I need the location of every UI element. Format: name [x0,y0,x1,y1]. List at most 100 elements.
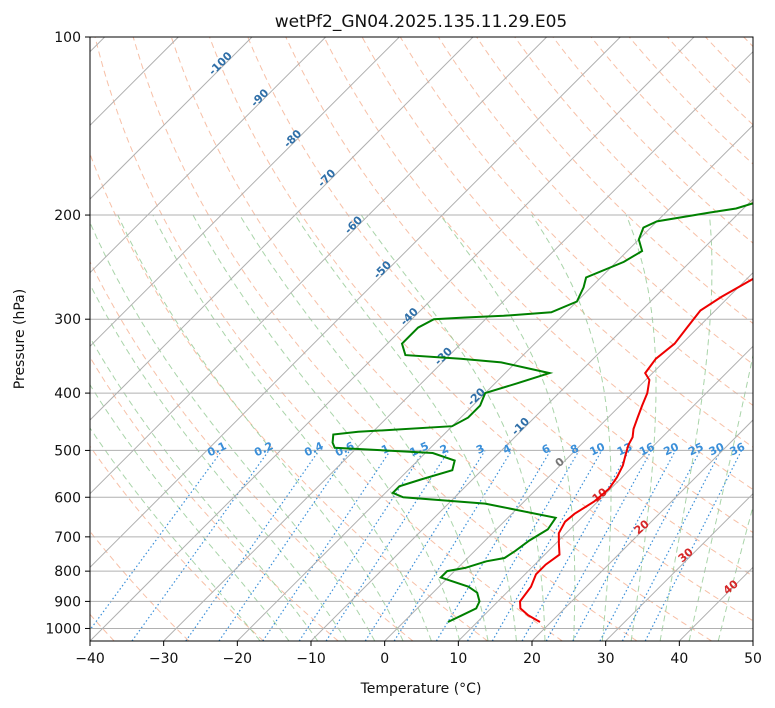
x-tick-label: −20 [223,651,253,667]
y-tick-label: 1000 [45,621,81,637]
dry-adiabat-line [743,37,753,48]
isotherm-line [752,640,753,641]
y-tick-label: 500 [54,443,81,459]
isotherm-labels: -100-90-80-70-60-50-40-30-20-10 [206,49,532,438]
y-tick-label: 900 [54,594,81,610]
temperature-line [518,277,753,623]
x-axis: −40 −30 −20 −10 0 10 20 30 40 50 [75,641,762,667]
x-tick-label: 30 [597,651,615,667]
moist-adiabat-line [152,214,432,641]
isotherm-label: -70 [315,166,338,189]
moist-adiabat-line [659,214,713,641]
mixing-ratio-labels: 0.1 0.2 0.4 0.6 1 1.5 2 3 4 6 8 10 13 16 20 25 30 36 [205,439,747,459]
moist-adiabat-line [439,214,576,641]
mixing-ratio-label: 16 [637,440,657,458]
mixing-ratio-label: 30 [707,440,727,458]
dry-adiabat-line [90,445,264,641]
dry-adiabat-line [170,37,712,641]
moist-adiabat-label: 40 [721,577,741,597]
dry-adiabat-line [437,37,753,365]
mixing-ratio-label: 6 [540,442,553,457]
isotherm-line [310,198,753,641]
mixing-ratio-line [393,450,513,641]
dry-adiabat-line [94,37,563,641]
moist-adiabat-label: 30 [676,545,696,565]
isotherm-label: -90 [248,86,271,109]
isotherm-label: -100 [206,49,235,78]
x-tick-label: −10 [296,651,326,667]
mixing-ratio-line [185,450,320,641]
mixing-ratio-label: 4 [501,442,514,457]
dry-adiabat-line [590,37,753,205]
x-axis-label: Temperature (°C) [360,681,482,697]
moist-adiabat-line [360,214,546,641]
mixing-ratio-line [364,450,486,641]
isotherm-line [457,345,753,641]
plot-frame [89,36,754,642]
y-tick-label: 400 [54,386,81,402]
mixing-ratio-line [545,450,652,641]
plot-area: 0.1 0.2 0.4 0.6 1 1.5 2 3 4 6 8 10 13 16 20 25 30 36 -100… [90,37,753,641]
isotherm-line [90,37,621,569]
y-tick-label: 200 [54,208,81,224]
mixing-ratio-line [262,450,391,641]
y-tick-label: 600 [54,490,81,506]
mixing-ratio-label: 0.4 [302,439,325,459]
y-tick-label: 100 [54,30,81,46]
mixing-ratio-label: 0.2 [252,439,275,459]
dry-adiabat-line [247,37,753,577]
dry-adiabat-line [90,356,339,641]
moist-adiabat-line [90,221,376,641]
mixing-ratio-label: 1.5 [408,439,431,459]
chart-title: wetPf2_GN04.2025.135.11.29.E05 [275,12,567,32]
isotherm-line [90,37,548,495]
mixing-ratio-label: 20 [662,440,682,458]
mixing-ratio-label: 10 [588,440,608,458]
y-tick-label: 300 [54,312,81,328]
mixing-ratio-line [325,450,450,641]
y-tick-label: 700 [54,530,81,546]
y-tick-label: 800 [54,564,81,580]
dry-adiabat-line [514,37,753,284]
isotherm-line [90,37,695,641]
y-axis: 1000 900 800 700 600 500 400 300 200 100 [45,30,90,637]
isotherm-line [90,37,253,200]
mixing-ratio-line [435,450,552,641]
x-tick-label: 50 [744,651,762,667]
isotherm-label: -80 [281,127,304,150]
mixing-ratio-label: 25 [686,440,705,458]
mixing-ratio-label: 0.1 [205,439,228,459]
moist-adiabat-label: 20 [632,517,652,537]
isotherm-line [90,37,327,274]
x-tick-label: −30 [149,651,179,667]
x-tick-label: 10 [449,651,467,667]
isotherm-label: -40 [398,305,421,328]
isotherm-label: -10 [509,415,532,438]
moist-adiabat-line [192,214,461,641]
dry-adiabat-line [399,37,753,406]
mixing-ratio-line [298,450,425,641]
isotherm-line [384,271,753,641]
dry-adiabat-line [90,152,488,641]
dry-adiabat-line [323,37,753,491]
moist-adiabat-line [90,427,261,641]
isotherm-line [605,492,753,641]
moist-adiabat-line [531,214,612,641]
isotherm-line [90,37,474,421]
x-tick-label: 20 [523,651,541,667]
isotherm-line [678,566,753,641]
moist-adiabat-line [90,283,347,641]
mixing-ratio-line [466,450,580,641]
dry-adiabat-line [476,37,753,325]
mixing-ratio-line [218,450,351,641]
mixing-ratio-label: 3 [474,442,486,457]
y-axis-label: Pressure (hPa) [12,289,28,389]
mixing-ratio-line [131,450,270,641]
isotherm-label: -50 [371,258,394,281]
x-tick-label: 40 [670,651,688,667]
mixing-ratio-line [90,450,223,631]
mixing-ratio-label: 8 [568,442,580,457]
mixing-ratio-line [491,450,603,641]
isotherm-line [163,50,753,641]
moist-adiabat-line [90,336,319,641]
